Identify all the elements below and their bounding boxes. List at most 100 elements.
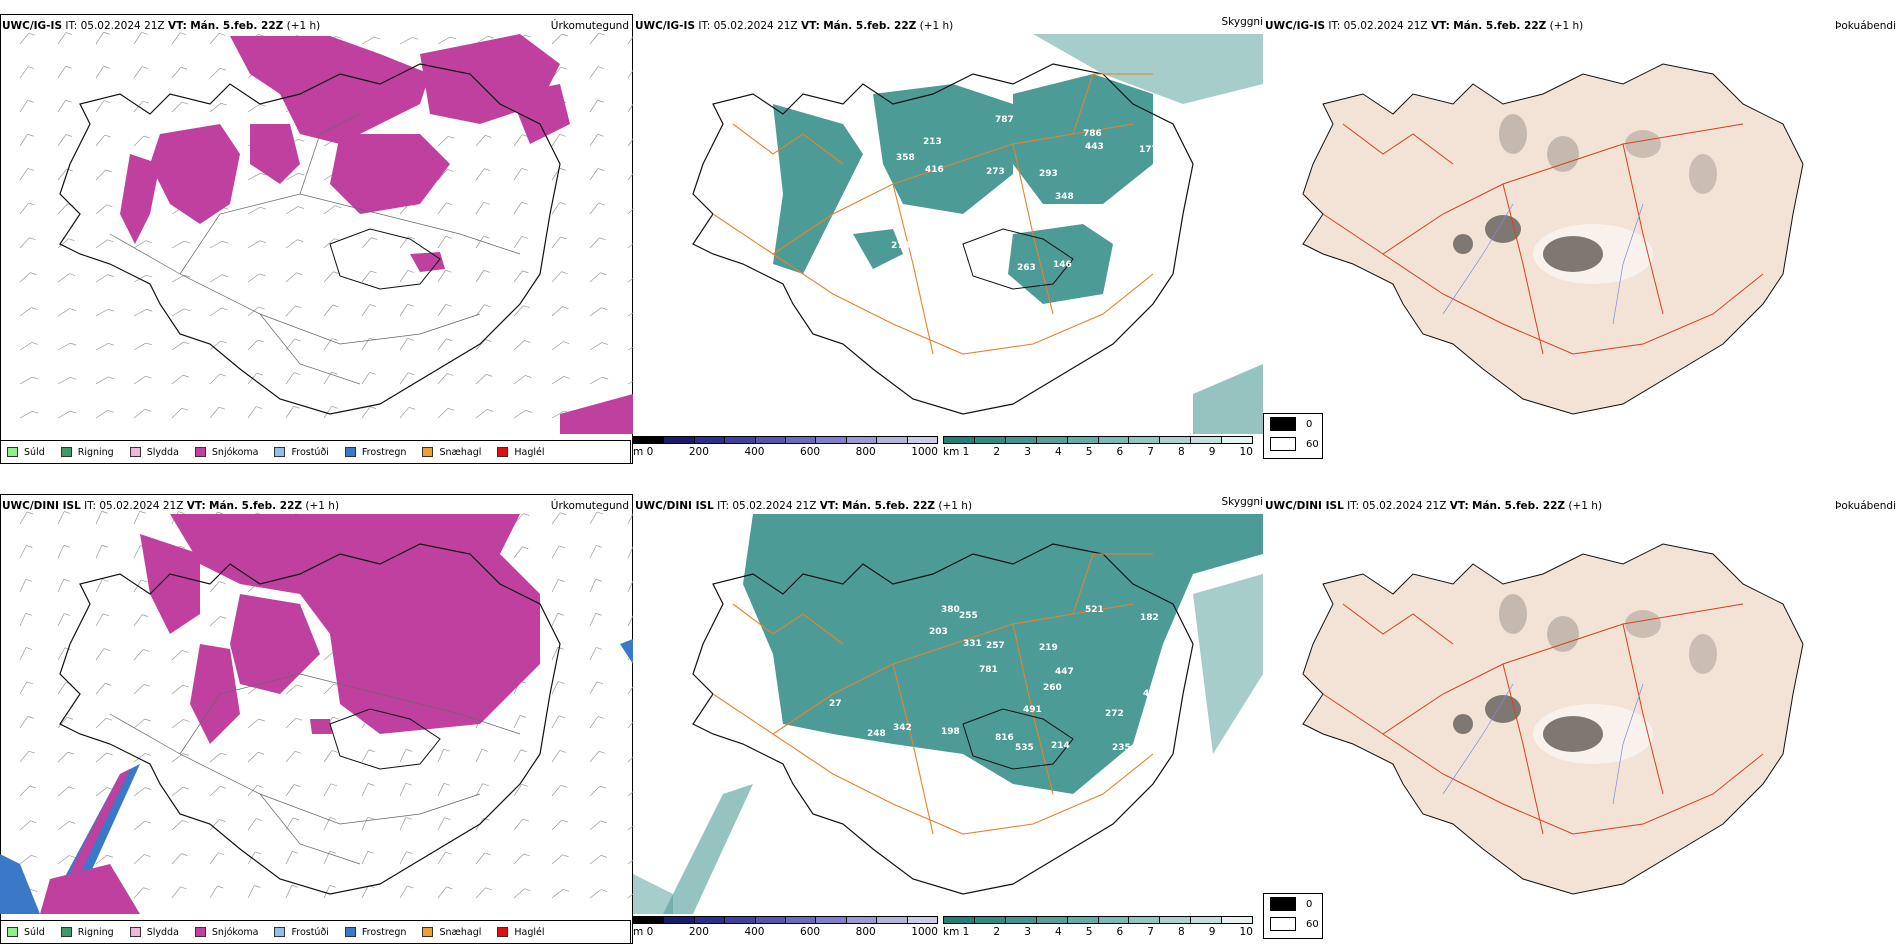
glacier-outline (962, 228, 1074, 290)
wind-barb (133, 100, 149, 113)
legend-item: Snjókoma (194, 927, 258, 938)
peak-label: 447 (1055, 667, 1074, 677)
precip-map (19, 31, 633, 434)
wind-barb (437, 817, 451, 831)
wind-barb (627, 546, 633, 559)
wind-barb (19, 272, 37, 283)
wind-barb (513, 715, 527, 729)
wind-barb (209, 102, 227, 113)
wind-barb (95, 717, 113, 729)
wind-barb (589, 545, 603, 559)
peak-label: 213 (923, 137, 942, 147)
wind-barb (589, 99, 604, 113)
wind-barb (95, 134, 111, 147)
wind-barb (437, 269, 452, 283)
wind-barb (627, 615, 633, 627)
wind-barb (285, 851, 299, 865)
wind-barb (437, 851, 452, 865)
wind-barb (475, 201, 490, 215)
peak-label: 263 (1017, 263, 1036, 273)
wind-barb (19, 237, 36, 249)
wind-barb (285, 817, 300, 831)
wind-barb (437, 169, 454, 181)
wind-barb (475, 339, 492, 351)
wind-barb (361, 270, 377, 283)
wind-barb (209, 340, 227, 351)
wind-barb (171, 101, 189, 113)
peak-label: 214 (1051, 741, 1070, 751)
wind-barb (551, 545, 566, 559)
wind-barb (475, 270, 490, 283)
wind-barb (589, 133, 604, 147)
wind-barb (209, 786, 227, 797)
peak-label: 358 (896, 153, 915, 163)
wind-barb (323, 817, 337, 831)
wind-barb (361, 304, 376, 317)
wind-barb (19, 376, 39, 385)
wind-barb (627, 825, 633, 831)
peak-label: 182 (1140, 613, 1159, 623)
wind-barb (171, 650, 189, 661)
wind-barb (475, 783, 489, 797)
wind-barb (589, 681, 604, 695)
rivers (1442, 683, 1644, 805)
wind-barb (57, 544, 70, 559)
panel-header: UWC/IG-IS IT: 05.02.2024 21Z VT: Mán. 5.… (2, 20, 321, 32)
wind-barb (19, 307, 38, 317)
legend-item: Slydda (129, 927, 179, 938)
wind-barb (551, 889, 570, 899)
panel-title: Úrkomutegund (550, 20, 629, 32)
wind-barb (285, 239, 304, 249)
wind-barb (589, 578, 602, 593)
wind-barb (551, 854, 569, 865)
wind-barb (247, 851, 262, 865)
wind-barb (627, 312, 633, 317)
legend-item: 60 (1270, 434, 1322, 454)
wind-barb (437, 202, 453, 215)
wind-barb (133, 649, 150, 661)
wind-barb (133, 240, 153, 249)
wind-barb (589, 237, 606, 249)
peak-label: 177 (1139, 145, 1158, 155)
wind-barb (589, 168, 605, 181)
wind-barb (437, 338, 453, 351)
wind-barb (133, 135, 150, 147)
peak-label: 235 (1112, 743, 1131, 753)
peak-label: 219 (1039, 643, 1058, 653)
wind-barb (285, 206, 304, 215)
colorbar-scale (943, 436, 1253, 444)
wind-barb (627, 756, 633, 763)
peak-label: 255 (959, 611, 978, 621)
peak-labels: 787 786 443 177 213 358 416 273 293 348 … (891, 115, 1158, 273)
wind-barb (323, 304, 339, 317)
wind-barb (57, 65, 72, 79)
wind-barb (551, 612, 564, 627)
wind-barb (513, 340, 531, 351)
wind-barb (57, 511, 71, 525)
wind-barb (285, 272, 303, 283)
peak-label: 146 (1053, 260, 1072, 270)
peak-label: 218 (1043, 212, 1062, 222)
wind-barb (19, 716, 34, 729)
wind-barb (247, 406, 263, 419)
wind-barb (19, 647, 33, 661)
wind-barb (323, 405, 338, 419)
wind-barb (627, 346, 633, 351)
panel-title: Skyggni (1221, 16, 1264, 28)
wind-barb (95, 409, 114, 419)
wind-barb (19, 545, 33, 559)
wind-barb (209, 307, 228, 317)
wind-barb (171, 853, 188, 865)
wind-barb (627, 173, 633, 181)
snow-areas (120, 34, 633, 434)
wind-barb (475, 817, 490, 831)
wind-barb (133, 342, 153, 351)
wind-barb (57, 855, 76, 865)
wind-barb (551, 750, 566, 763)
legend-item: 0 (1270, 414, 1322, 434)
precip-type-panel-1: UWC/IG-IS IT: 05.02.2024 21Z VT: Mán. 5.… (0, 14, 633, 464)
wind-barb (133, 66, 149, 79)
peak-label: 243 (991, 253, 1010, 263)
peak-label: 260 (1043, 683, 1062, 693)
wind-barb (551, 784, 567, 797)
